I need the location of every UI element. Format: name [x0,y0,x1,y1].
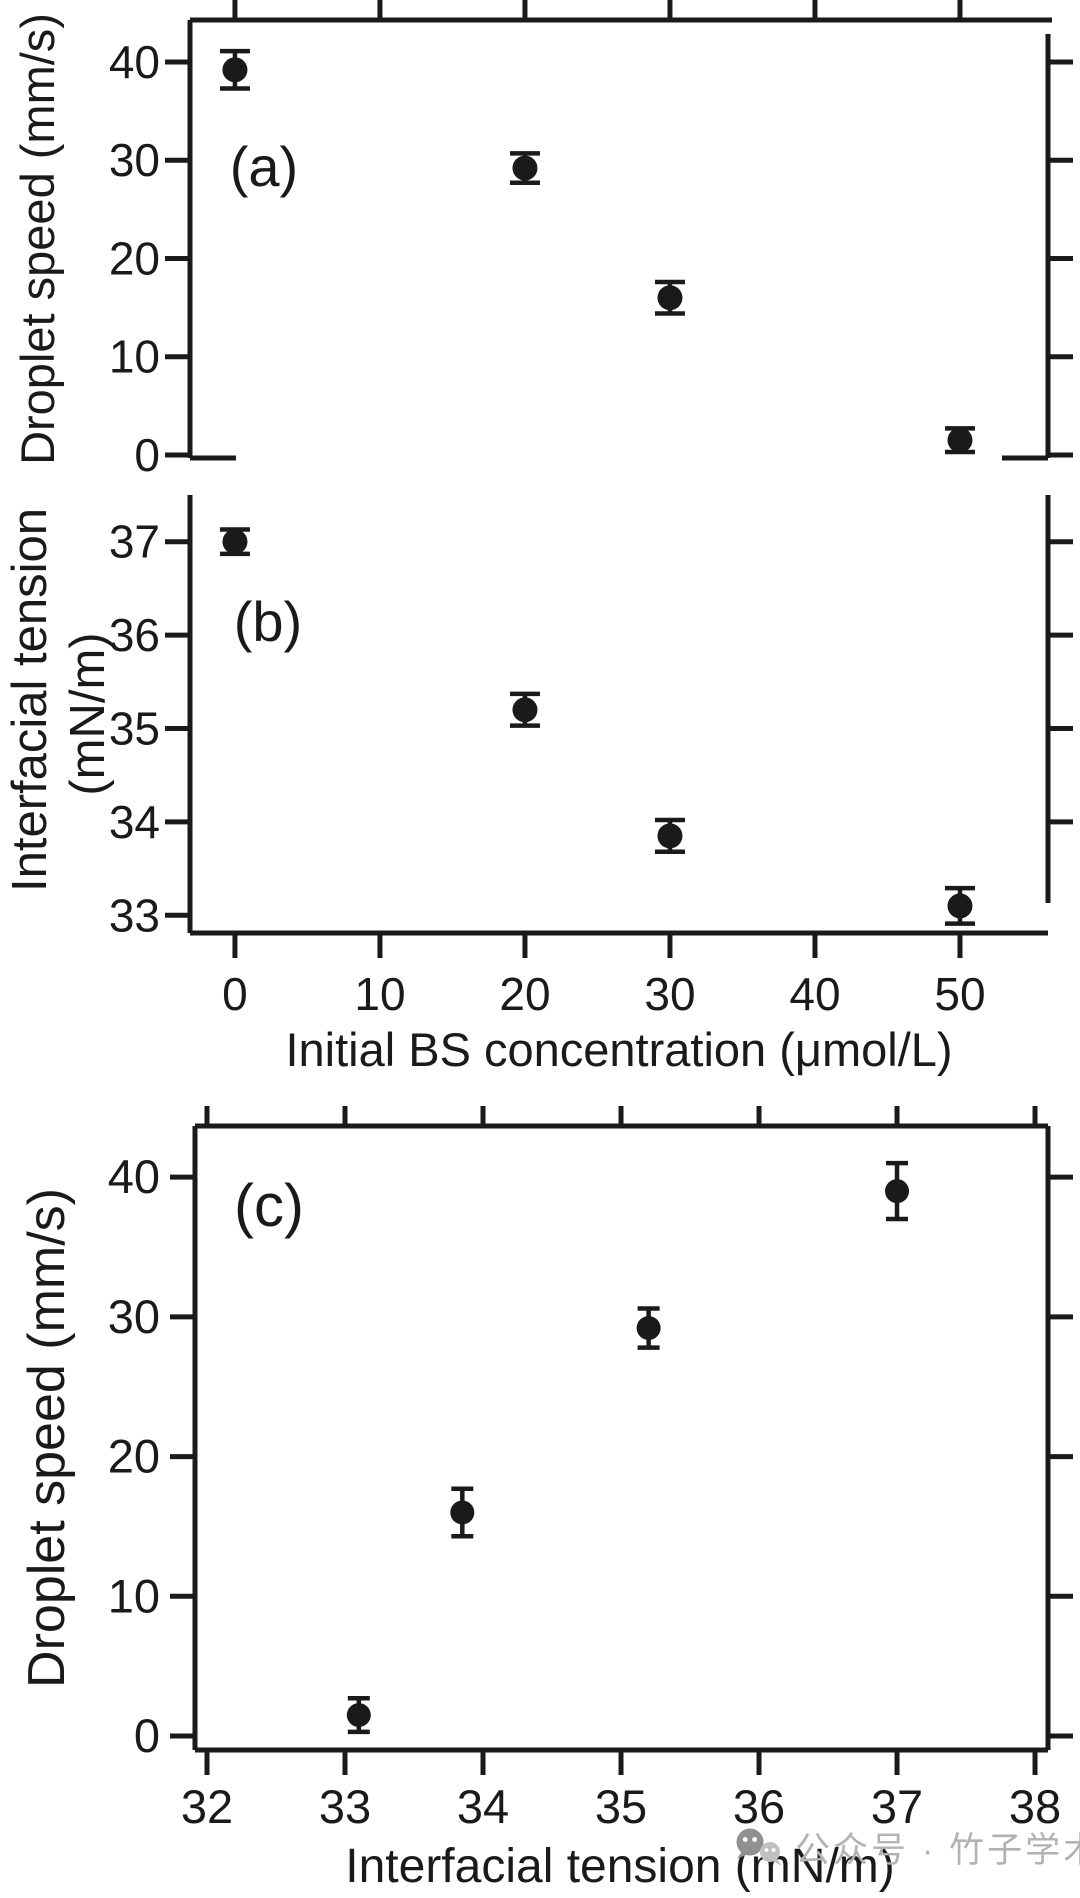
wechat-bubble-large-tail [737,1850,748,1859]
watermark-text: 公众号 · 竹子学术 [795,1831,1080,1870]
panel-a-y-tick-label: 0 [134,429,160,481]
panel-c-data-point [636,1316,661,1341]
panel-b-data-point [512,697,538,723]
wechat-eye [742,1836,748,1842]
panel-c-y-tick-label: 0 [134,1709,160,1762]
panel-c-y-tick-label: 30 [108,1290,160,1343]
panel-c-x-tick-label: 38 [1009,1780,1061,1833]
panel-a-y-tick-label: 20 [109,232,160,284]
panel-c: 32 33 34 35 36 37 38 0 10 20 30 40 (c) Interfacial te… [18,1106,1073,1893]
panel-c-y-tick-label: 20 [108,1430,160,1483]
panel-b-x-tick-label: 40 [789,968,840,1020]
panel-c-x-tick-label: 37 [871,1780,923,1833]
panel-b-x-tick-label: 10 [354,968,405,1020]
panel-b-y-tick-label: 34 [109,796,160,848]
panel-a-y-tick-label: 40 [109,36,160,88]
panel-b: 0 10 20 30 40 50 33 34 35 36 37 (b) Initial BS conce… [3,495,1073,1076]
panel-b-x-tick-label: 50 [934,968,985,1020]
panel-c-x-tick-label: 32 [181,1780,233,1833]
panel-c-x-axis-title: Interfacial tension (mN/m) [345,1840,895,1893]
panel-b-data-point [222,529,248,555]
panel-b-y-axis-title: (mN/m) [61,632,115,795]
panel-b-y-tick-label: 37 [109,516,160,568]
panel-c-x-tick-label: 34 [457,1780,509,1833]
panel-a-data-point [222,57,248,83]
panel-b-y-tick-label: 36 [109,609,160,661]
wechat-bubble-small [760,1841,780,1862]
panel-b-label: (b) [234,590,302,653]
panel-b-data-point [657,823,683,849]
panel-a-data-point [512,155,538,181]
panel-b-y-tick-label: 35 [109,702,160,754]
wechat-eye [764,1847,769,1852]
panel-b-y-axis-title: Interfacial tension [3,508,57,892]
panel-a-data-point [657,285,683,311]
panel-c-y-axis-title: Droplet speed (mm/s) [18,1188,76,1688]
panel-a-y-axis-title: Droplet speed (mm/s) [11,13,64,465]
panel-c-data-point [450,1500,475,1525]
wechat-eye [771,1847,776,1852]
panel-c-y-tick-label: 40 [108,1150,160,1203]
panel-b-data-point [947,893,973,919]
panel-c-x-tick-label: 35 [595,1780,647,1833]
panel-c-y-tick-label: 10 [108,1569,160,1622]
panel-a-y-tick-label: 10 [109,331,160,383]
watermark: 公众号 · 竹子学术 [733,1822,1080,1873]
panel-c-label: (c) [234,1172,304,1239]
panel-b-x-tick-label: 20 [499,968,550,1020]
panel-b-x-axis-title: Initial BS concentration (μmol/L) [285,1023,952,1076]
panel-c-x-tick-label: 36 [733,1780,785,1833]
panel-b-x-tick-label: 0 [222,968,248,1020]
panel-a-data-point [947,427,973,453]
panel-c-data-point [346,1703,371,1728]
panel-c-x-tick-label: 33 [319,1780,371,1833]
wechat-eye [752,1836,757,1842]
panel-a-label: (a) [230,135,298,198]
panel-a: 0 10 20 30 40 (a) Droplet speed (mm/s) [11,0,1073,481]
wechat-bubble-large [736,1828,764,1855]
wechat-icon [736,1828,782,1866]
panel-c-data-point [885,1179,910,1204]
wechat-bubble-small-tail [773,1858,782,1866]
panel-b-y-tick-label: 33 [109,889,160,941]
panel-a-y-tick-label: 30 [109,134,160,186]
panel-b-x-tick-label: 30 [644,968,695,1020]
